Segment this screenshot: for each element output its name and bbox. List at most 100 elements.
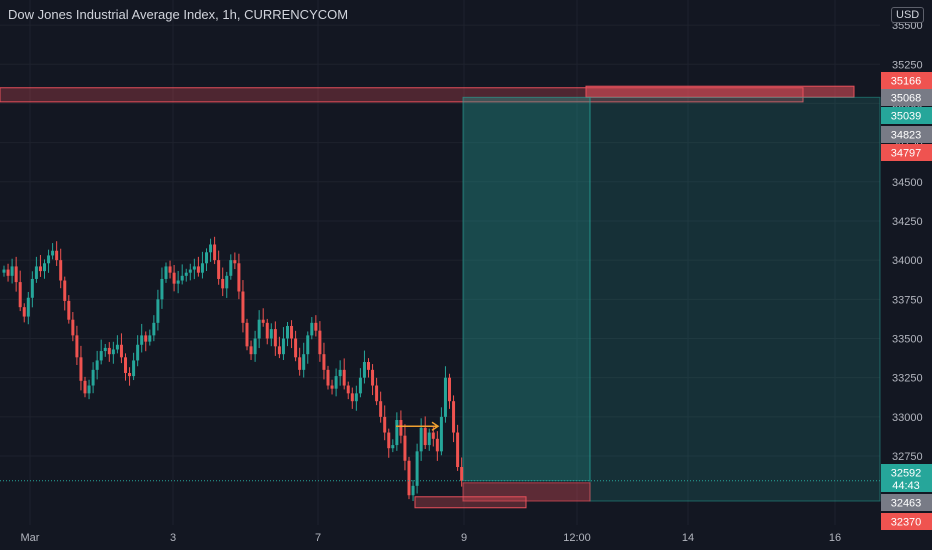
candle-body-8	[34, 266, 38, 279]
candle-body-104	[423, 427, 427, 446]
y-tick-label-2: 33250	[892, 373, 923, 385]
candle-body-68	[277, 346, 281, 355]
candle-body-24	[99, 351, 103, 361]
price-tag-bg-3	[881, 126, 932, 143]
candle-body-95	[387, 432, 391, 449]
candle-body-3	[14, 266, 18, 283]
candle-body-108	[439, 416, 443, 452]
price-tag-bg-6	[881, 494, 932, 511]
candle-body-51	[209, 244, 213, 253]
candle-body-60	[245, 322, 249, 347]
candle-body-20	[83, 380, 87, 394]
candle-body-109	[443, 377, 447, 417]
candle-body-52	[213, 244, 217, 261]
candle-body-35	[144, 335, 148, 342]
candle-body-107	[435, 438, 439, 452]
candle-body-57	[233, 260, 237, 264]
candle-body-92	[375, 385, 379, 402]
candle-body-23	[95, 360, 99, 370]
x-tick-label-2: 7	[315, 532, 321, 544]
candle-body-85	[346, 385, 350, 394]
candle-body-77	[314, 322, 318, 331]
candle-body-97	[395, 420, 399, 446]
candle-body-27	[111, 349, 115, 355]
price-tag-0: 35166	[891, 76, 922, 88]
candle-body-112	[456, 432, 460, 468]
x-tick-label-3: 9	[461, 532, 467, 544]
candle-body-33	[136, 344, 140, 361]
candle-body-46	[188, 269, 192, 273]
price-tag-6: 32463	[891, 498, 922, 510]
price-tag-2: 35039	[891, 111, 922, 123]
resistance-zone-right	[585, 85, 855, 98]
candle-body-32	[132, 360, 136, 377]
axes: 32750 33000 33250 33500 33750 34000 34250 34500…	[21, 20, 932, 544]
currency-button[interactable]: USD	[891, 7, 925, 23]
candle-body-47	[192, 266, 196, 270]
candle-body-14	[59, 260, 63, 281]
x-tick-label-4: 12:00	[563, 532, 591, 544]
drawing-zones	[0, 85, 881, 509]
candle-body-88	[358, 377, 362, 394]
bar-countdown: 44:43	[892, 480, 920, 492]
candle-body-67	[273, 329, 277, 347]
candle-body-84	[342, 369, 346, 386]
grid-lines	[0, 0, 880, 525]
price-tag-bg-2	[881, 107, 932, 124]
candle-body-22	[91, 369, 95, 386]
candle-body-70	[286, 325, 289, 339]
candle-body-87	[354, 393, 358, 402]
candle-body-54	[221, 278, 225, 289]
candle-body-111	[452, 401, 456, 433]
candle-body-42	[172, 272, 176, 284]
candle-body-100	[407, 460, 411, 496]
price-tag-bg-5	[881, 464, 932, 492]
arrow-head	[431, 421, 440, 431]
price-tag-bg-7	[881, 513, 932, 530]
candle-body-58	[237, 263, 241, 292]
candle-body-53	[217, 260, 221, 279]
support-box	[414, 496, 527, 509]
y-tick-label-5: 34000	[892, 255, 923, 267]
candle-body-79	[322, 354, 326, 370]
target-zone	[462, 96, 591, 482]
candle-body-89	[362, 362, 366, 378]
candle-body-96	[391, 445, 395, 449]
candle-body-72	[294, 338, 298, 358]
candle-body-7	[30, 278, 34, 298]
price-tag-7: 32370	[891, 517, 922, 529]
candle-body-15	[63, 280, 67, 301]
candle-body-61	[249, 346, 253, 355]
candle-body-26	[107, 347, 111, 355]
candle-body-59	[241, 291, 245, 323]
candlestick-series	[2, 236, 464, 502]
candle-body-13	[55, 250, 59, 261]
candle-body-34	[140, 335, 144, 345]
chart-title: Dow Jones Industrial Average Index, 1h, …	[8, 7, 349, 22]
candle-body-9	[38, 266, 42, 272]
candle-body-94	[383, 416, 387, 433]
candle-body-91	[371, 369, 375, 386]
x-tick-label-6: 16	[829, 532, 841, 544]
y-tick-label-0: 32750	[892, 451, 923, 463]
price-tag-bg-4	[881, 144, 932, 161]
candle-body-71	[290, 325, 294, 339]
candle-body-44	[180, 275, 184, 281]
price-tag-1: 35068	[891, 93, 922, 105]
y-tick-label-10: 35250	[892, 59, 923, 71]
y-tick-label-3: 33500	[892, 334, 923, 346]
candle-body-63	[257, 319, 261, 339]
x-tick-label-1: 3	[170, 532, 176, 544]
candle-body-6	[26, 297, 30, 317]
candle-body-78	[318, 330, 322, 355]
candle-body-66	[269, 329, 273, 339]
candle-body-102	[415, 451, 419, 486]
price-tag-4: 34797	[891, 148, 922, 160]
x-tick-label-5: 14	[682, 532, 694, 544]
candle-body-50	[205, 252, 208, 264]
candle-body-2	[10, 266, 14, 276]
candle-body-82	[334, 376, 338, 389]
candle-body-38	[156, 299, 160, 323]
